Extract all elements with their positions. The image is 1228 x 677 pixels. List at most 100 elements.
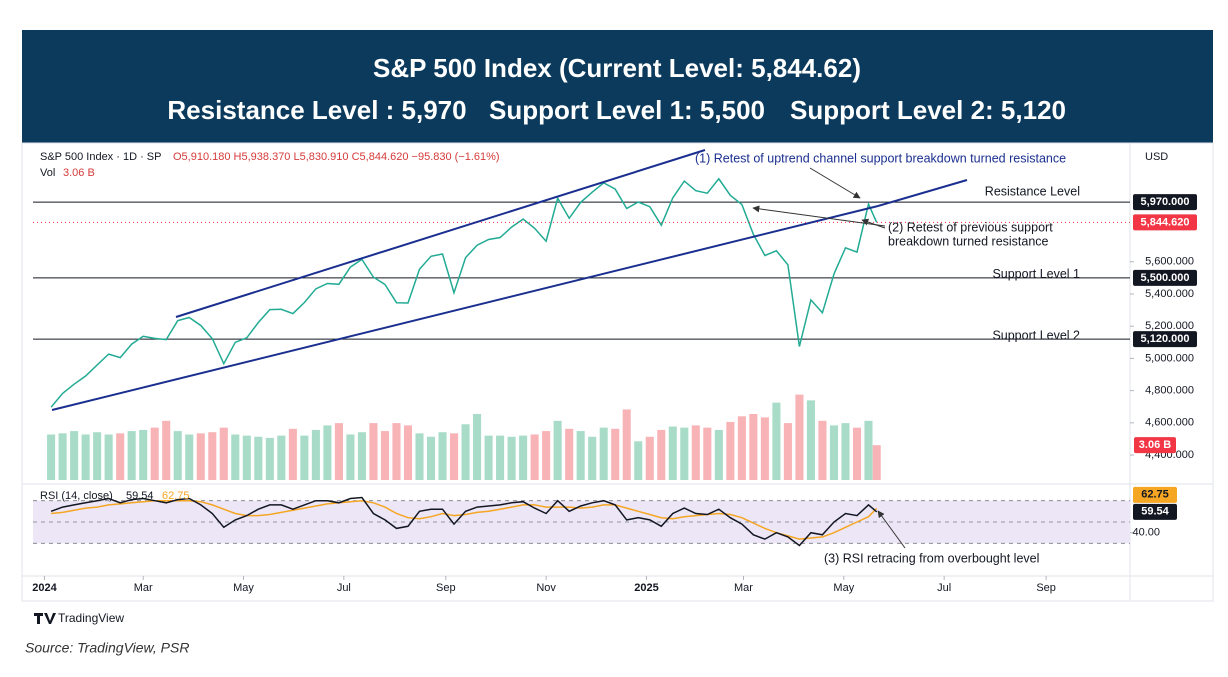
volume-bar: [872, 445, 881, 480]
y-tick-label: 40.00: [1132, 527, 1160, 539]
volume-bar: [772, 402, 781, 480]
x-tick-label: 2024: [32, 582, 57, 594]
volume-bar: [634, 441, 643, 480]
volume-bar: [185, 434, 194, 480]
y-tick-label: 5,600.000: [1145, 256, 1194, 268]
level-label-box: [1133, 331, 1197, 348]
volume-bar: [841, 423, 850, 480]
plot: 2024 Mar May Jul Sep Nov 2025 Mar May Jul Sep4,400…: [32, 177, 1197, 594]
rsi-label-box: [1133, 486, 1177, 503]
header-level: Support Level 2: 5,120: [790, 95, 1066, 125]
volume-bar: [300, 435, 309, 480]
volume-bar: [611, 428, 620, 480]
legend-symbol: S&P 500 Index · 1D · SP: [40, 151, 161, 163]
volume-bar: [783, 423, 792, 480]
legend-ohlc: O5,910.180 H5,938.370 L5,830.910 C5,844.…: [173, 151, 500, 163]
volume-bar: [346, 434, 355, 480]
volume-bar: [231, 434, 240, 480]
volume-bar: [369, 423, 378, 480]
y-tick-label: 5,400.000: [1145, 288, 1194, 300]
volume-bar: [162, 420, 171, 480]
rsi-label: 59.54: [1141, 506, 1169, 518]
volume-bar: [208, 432, 217, 480]
line: [51, 499, 878, 540]
volume-bar: [254, 436, 263, 480]
rsi-label-box: [1133, 503, 1177, 520]
channel-lower-ext: [877, 179, 968, 207]
volume-bar: [691, 425, 700, 480]
volume-bar: [576, 431, 585, 480]
currency: USD: [1145, 151, 1168, 163]
volume-bar: [553, 420, 562, 480]
x-tick-label: Jul: [937, 582, 951, 594]
volume-bar: [530, 434, 539, 480]
volume-bar: [749, 414, 758, 480]
volume-bar: [737, 416, 746, 480]
x-tick-label: May: [233, 582, 254, 594]
x-tick-label: 2025: [634, 582, 658, 594]
y-tick-label: 4,600.000: [1145, 417, 1194, 429]
volume-bar: [265, 437, 274, 480]
x-tick-label: Sep: [1036, 582, 1056, 594]
volume-bar: [622, 409, 631, 480]
volume-bar: [277, 435, 286, 480]
volume-bar: [392, 423, 401, 480]
volume-bar: [150, 427, 159, 480]
level-label: 5,120.000: [1141, 333, 1190, 345]
volume-bar: [519, 435, 528, 480]
volume-bar: [703, 427, 712, 480]
volume-bar: [588, 436, 597, 480]
rsi-legend-ma: 62.75: [162, 490, 190, 502]
annotation: breakdown turned resistance: [888, 234, 1049, 248]
volume-bar: [818, 420, 827, 480]
volume-bar: [461, 424, 470, 480]
rsi-legend: RSI (14, close): [40, 490, 113, 502]
volume-bar: [288, 428, 297, 480]
volume-bar: [668, 426, 677, 480]
tv-logo: [34, 613, 56, 624]
volume-bar: [70, 431, 79, 480]
volume-bar: [426, 436, 436, 480]
header-level: Support Level 1: 5,500: [489, 95, 765, 125]
line: [50, 177, 878, 408]
volume-bar: [864, 420, 873, 480]
volume-bar: [795, 394, 804, 480]
y-tick-label: 4,800.000: [1145, 385, 1194, 397]
legend-volume: Vol: [40, 167, 55, 179]
volume-bar: [242, 435, 251, 480]
annotation: (3) RSI retracing from overbought level: [824, 551, 1039, 565]
volume-bar: [357, 432, 366, 480]
level-name: Support Level 2: [992, 328, 1080, 342]
current-price-label: 5,844.620: [1141, 216, 1190, 228]
level-label-box: [1133, 194, 1197, 211]
volume-bar: [726, 421, 735, 480]
volume-bar: [450, 433, 459, 480]
rsi-band: [33, 500, 1130, 544]
level-name: Support Level 1: [992, 267, 1080, 281]
volume-bar: [93, 432, 102, 480]
volume-bar: [415, 433, 424, 480]
volume-bar: [507, 436, 516, 480]
volume-bar: [760, 417, 769, 480]
annotation-arrow: [877, 510, 906, 549]
volume-bar: [323, 425, 332, 480]
volume-bar: [829, 425, 838, 480]
volume-bar: [47, 434, 56, 480]
volume-bar: [104, 434, 113, 480]
volume-bar: [116, 433, 125, 480]
annotation-arrow: [861, 218, 886, 229]
header-title: S&P 500 Index (Current Level: 5,844.62): [373, 53, 861, 83]
volume-bar: [599, 427, 608, 480]
volume-bar: [645, 436, 654, 480]
x-tick-label: Mar: [134, 582, 153, 594]
volume-bar: [484, 435, 493, 480]
y-tick-label: 5,000.000: [1145, 352, 1194, 364]
level-label-box: [1133, 269, 1197, 286]
volume-bar: [196, 433, 205, 480]
volume-bar: [806, 400, 815, 480]
volume-bar: [380, 431, 389, 480]
channel-upper: [175, 149, 706, 318]
volume-bar: [496, 435, 505, 480]
volume-bar: [58, 433, 67, 480]
